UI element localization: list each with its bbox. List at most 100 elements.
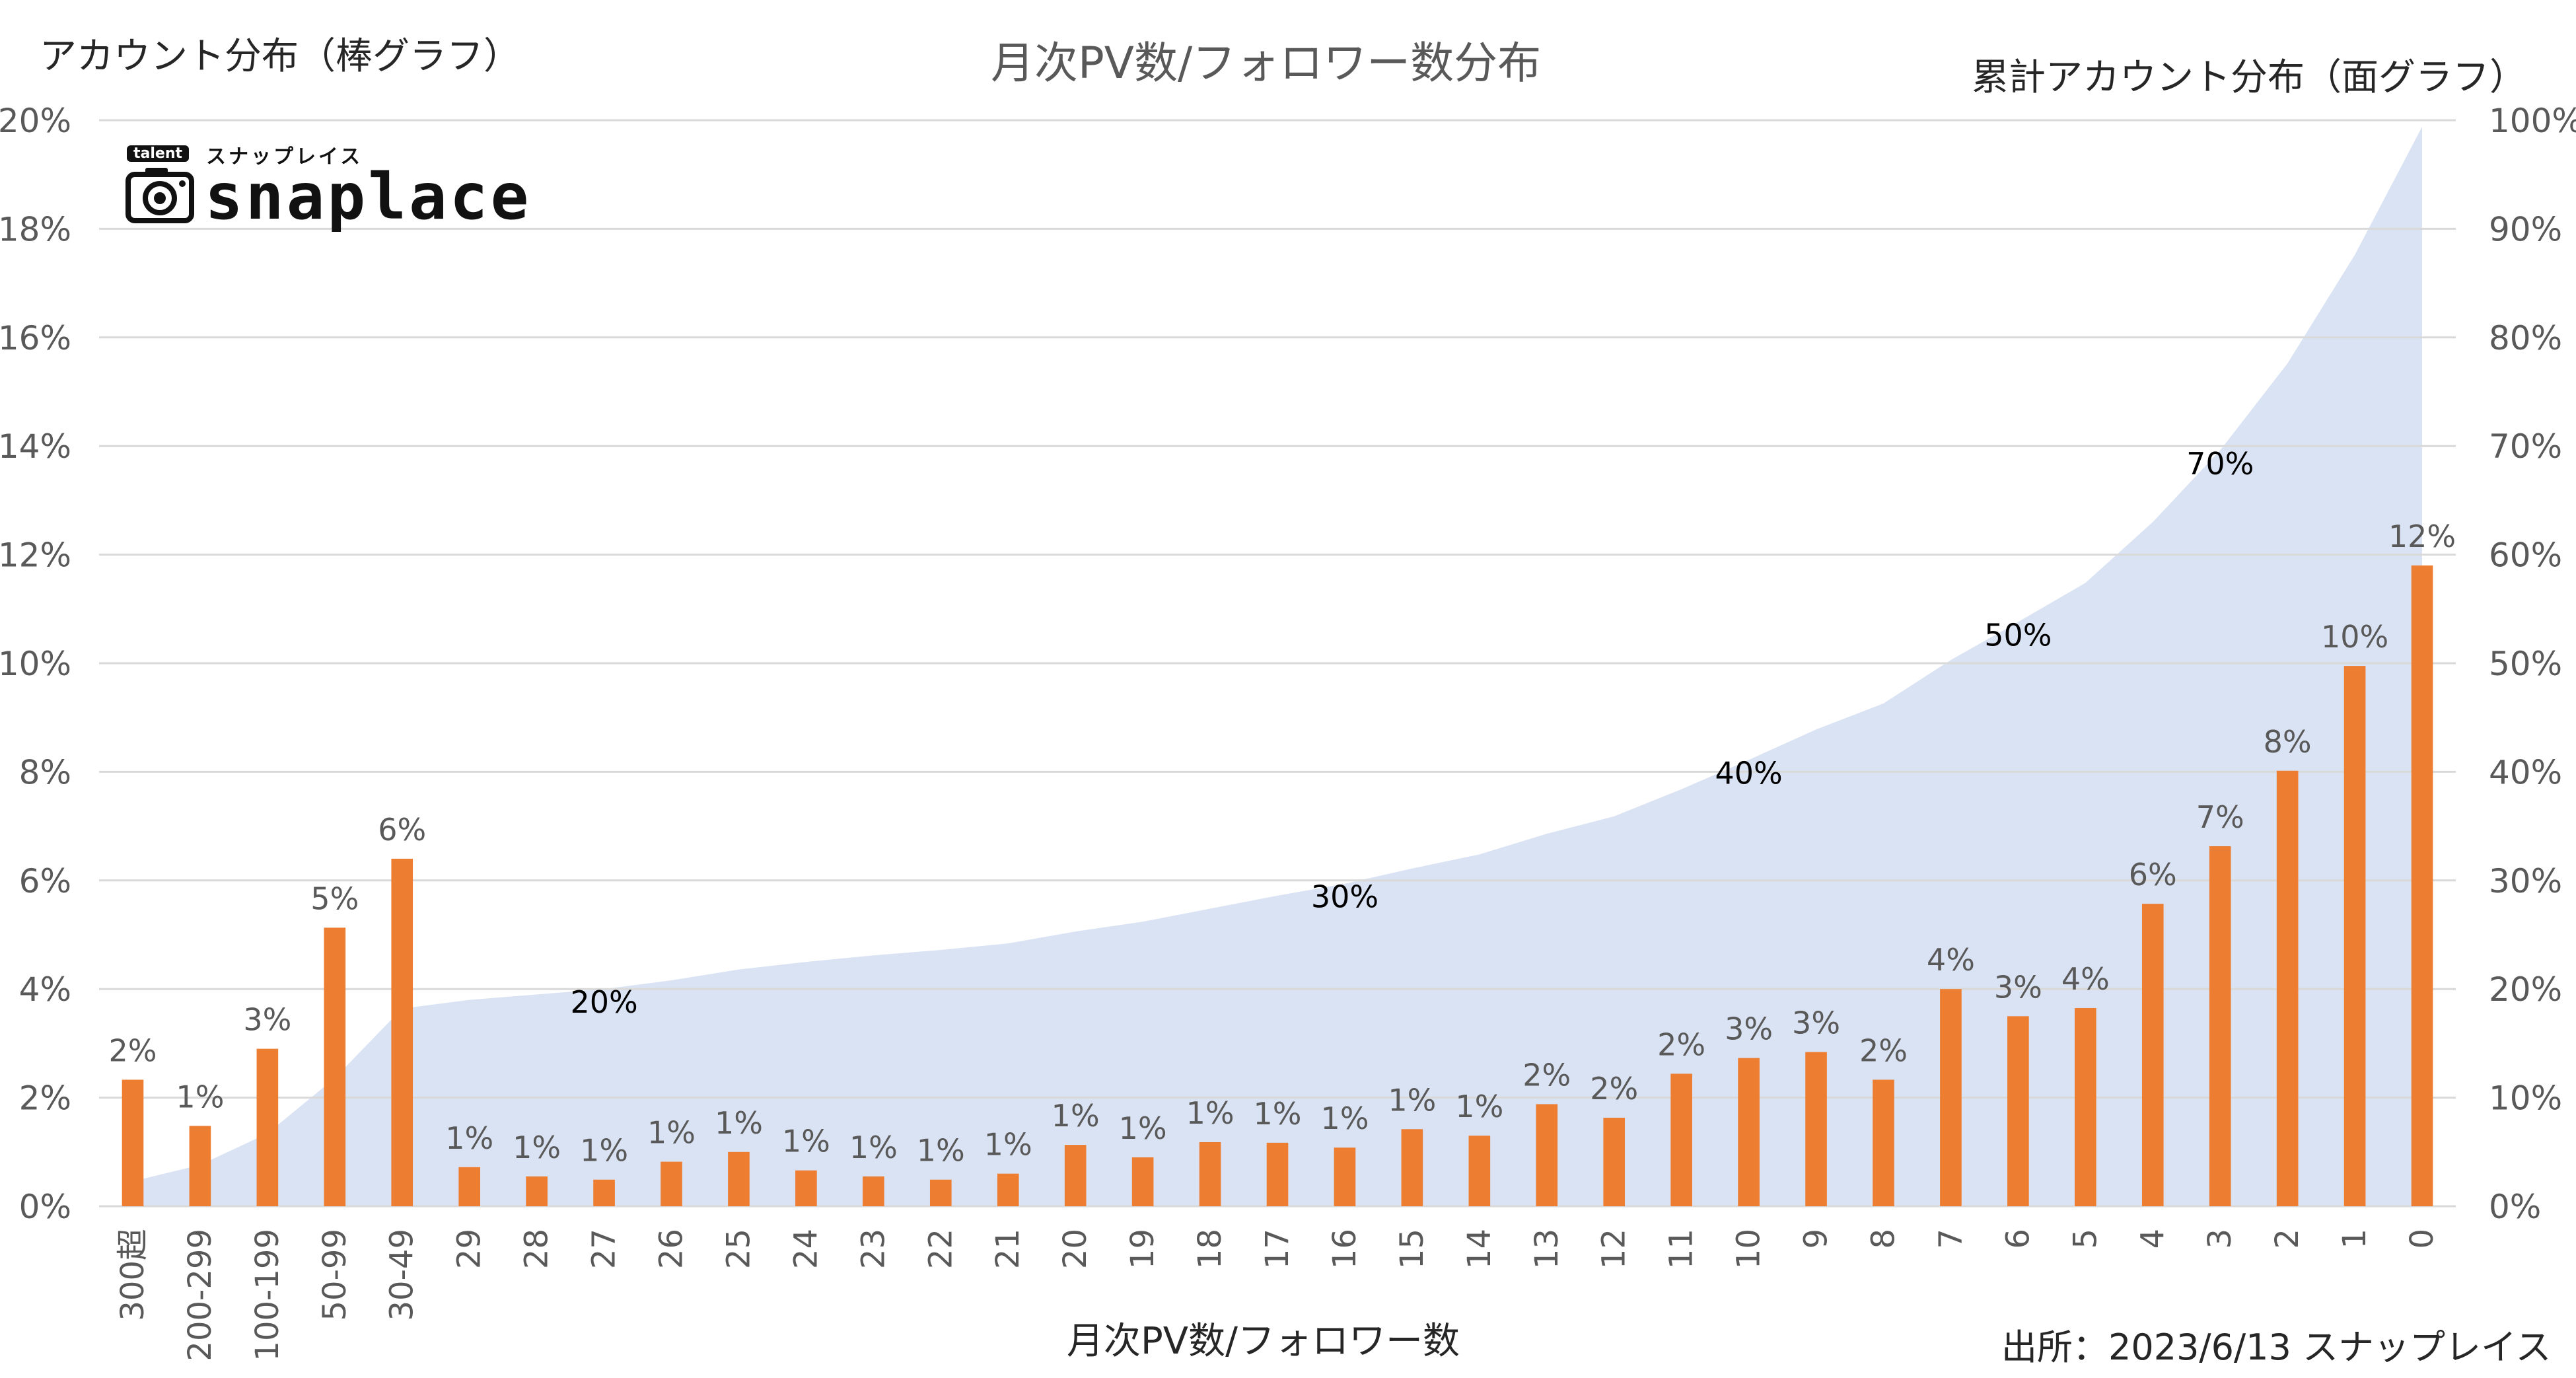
bar-data-label: 2% (1590, 1071, 1638, 1106)
x-tick-label: 26 (653, 1229, 690, 1269)
bar (1805, 1052, 1827, 1206)
bar-data-label: 1% (176, 1079, 224, 1114)
x-tick-label: 6 (1999, 1229, 2036, 1249)
bar (795, 1170, 817, 1206)
x-tick-label: 29 (451, 1229, 488, 1269)
bar-data-label: 1% (513, 1130, 561, 1165)
bar (2343, 666, 2366, 1206)
snaplace-logo: talent スナップレイス snaplace (125, 140, 535, 239)
bar (2209, 846, 2231, 1206)
right-tick-label: 60% (2489, 536, 2562, 575)
bar (2007, 1016, 2029, 1206)
bar-data-label: 1% (1052, 1098, 1100, 1134)
bar (661, 1161, 682, 1206)
x-tick-label: 8 (1865, 1229, 1902, 1249)
bar-data-label: 2% (1859, 1033, 1908, 1068)
x-tick-label: 3 (2201, 1229, 2238, 1249)
bar-data-label: 10% (2321, 619, 2388, 655)
right-tick-label: 90% (2489, 210, 2562, 248)
bar (122, 1079, 144, 1206)
right-tick-label: 80% (2489, 319, 2562, 357)
left-tick-label: 4% (19, 970, 71, 1009)
camera-icon (125, 168, 194, 223)
x-tick-label: 300超 (114, 1229, 151, 1321)
x-tick-label: 21 (989, 1229, 1026, 1269)
bar (189, 1126, 211, 1206)
chart-title: 月次PV数/フォロワー数分布 (991, 38, 1542, 89)
left-tick-label: 8% (19, 753, 71, 791)
bar (526, 1176, 548, 1206)
bar (593, 1179, 615, 1206)
left-tick-label: 14% (0, 427, 71, 466)
bar-data-label: 7% (2196, 799, 2244, 835)
x-tick-label: 20 (1057, 1229, 1094, 1269)
bar-data-label: 3% (243, 1002, 291, 1038)
bar-data-label: 6% (378, 812, 426, 848)
bar (256, 1048, 279, 1206)
bar-data-label: 1% (1254, 1096, 1302, 1132)
bar-data-label: 12% (2388, 519, 2456, 554)
right-tick-label: 100% (2489, 102, 2576, 140)
x-tick-label: 4 (2134, 1229, 2171, 1249)
bar-data-label: 4% (2061, 961, 2110, 997)
x-tick-label: 30-49 (384, 1229, 421, 1321)
x-tick-label: 17 (1259, 1229, 1296, 1269)
x-tick-label: 25 (720, 1229, 757, 1269)
bar (1873, 1079, 1894, 1206)
bar-data-label: 1% (647, 1115, 696, 1151)
bar (391, 858, 413, 1206)
bar (2411, 565, 2433, 1206)
bar-data-label: 1% (849, 1130, 898, 1165)
bar-data-label: 2% (108, 1033, 157, 1068)
x-tick-label: 0 (2404, 1229, 2441, 1249)
bar (2075, 1007, 2096, 1206)
left-tick-label: 0% (19, 1188, 71, 1226)
bar-data-label: 1% (1388, 1082, 1436, 1118)
bar-data-label: 4% (1927, 942, 1975, 978)
right-tick-label: 20% (2489, 970, 2562, 1009)
bar-data-label: 2% (1522, 1057, 1571, 1093)
bar (863, 1176, 884, 1206)
cumulative-annotation: 30% (1311, 879, 1378, 915)
right-tick-label: 30% (2489, 862, 2562, 900)
logo-talent-tag: talent (127, 145, 190, 162)
x-tick-label: 100-199 (249, 1229, 286, 1361)
x-tick-label: 28 (519, 1229, 555, 1269)
x-tick-label: 11 (1663, 1229, 1700, 1269)
bar-data-label: 3% (1725, 1011, 1773, 1047)
bar (1334, 1147, 1356, 1206)
left-tick-label: 10% (0, 645, 71, 683)
bar (1738, 1058, 1760, 1206)
left-tick-label: 16% (0, 319, 71, 357)
bar-data-label: 6% (2129, 857, 2177, 892)
x-tick-label: 200-299 (182, 1229, 219, 1361)
bar (1131, 1157, 1154, 1206)
x-tick-label: 14 (1461, 1229, 1498, 1269)
bar (1064, 1145, 1087, 1206)
right-tick-label: 0% (2489, 1188, 2541, 1226)
bar (2276, 770, 2299, 1206)
x-tick-label: 22 (922, 1229, 959, 1269)
bar (2141, 904, 2164, 1206)
bar-data-label: 1% (445, 1120, 493, 1156)
cumulative-annotation: 70% (2186, 446, 2254, 482)
bar (1199, 1142, 1221, 1206)
bar-data-label: 1% (715, 1105, 763, 1141)
cumulative-annotation: 20% (570, 984, 637, 1020)
bar (929, 1179, 952, 1206)
cumulative-area (132, 126, 2423, 1206)
left-tick-label: 6% (19, 862, 71, 900)
bar-data-label: 5% (310, 881, 359, 916)
x-tick-label: 12 (1596, 1229, 1633, 1269)
bar (1401, 1129, 1423, 1206)
left-tick-label: 12% (0, 536, 71, 575)
left-tick-label: 2% (19, 1079, 71, 1118)
bar (1603, 1118, 1626, 1206)
bar-data-label: 1% (917, 1133, 965, 1169)
bar-data-label: 1% (1119, 1110, 1167, 1146)
x-tick-label: 19 (1124, 1229, 1161, 1269)
bar-data-label: 1% (782, 1124, 830, 1159)
x-tick-label: 1 (2336, 1229, 2373, 1249)
bar (1536, 1104, 1558, 1206)
